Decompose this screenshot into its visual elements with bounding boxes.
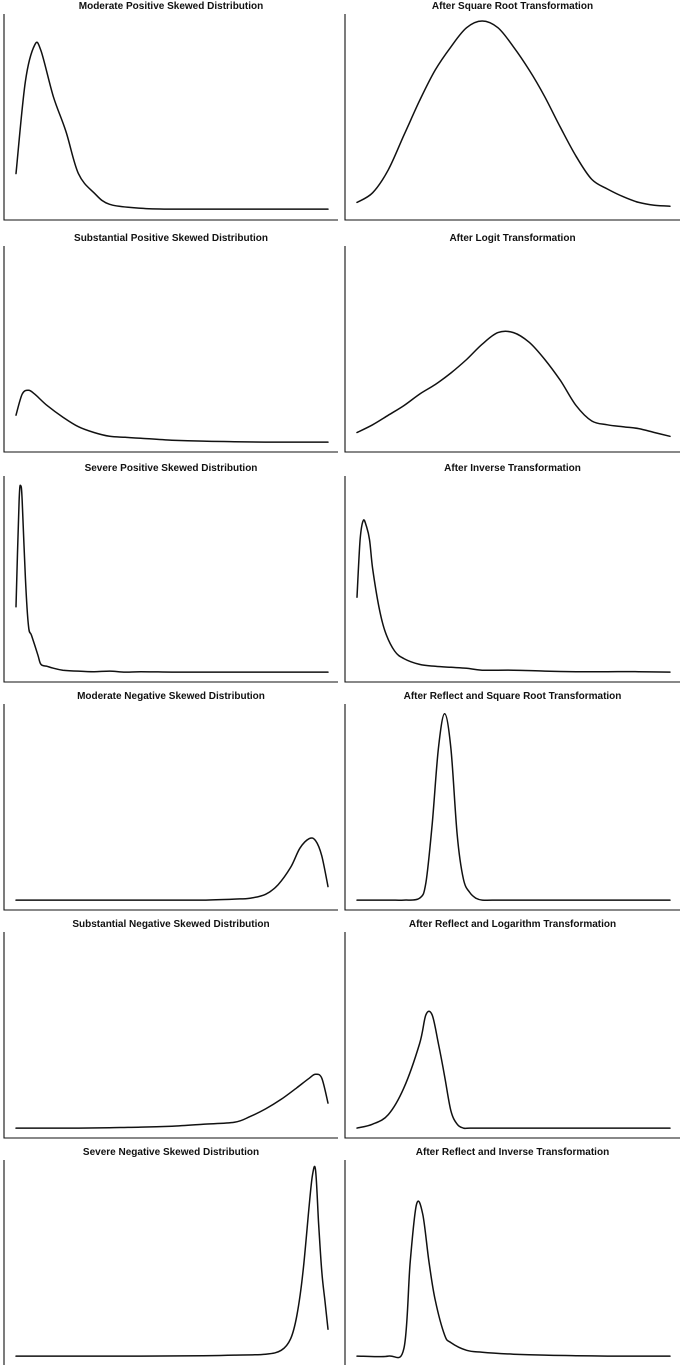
plot-axes	[3, 246, 338, 453]
plot-axes	[344, 704, 680, 911]
density-curve	[356, 330, 671, 438]
plot-axes	[344, 1160, 346, 1365]
density-curve	[356, 713, 671, 901]
chart-panel-6: After Inverse Transformation	[344, 463, 680, 683]
panel-title: Substantial Positive Skewed Distribution	[74, 233, 268, 244]
panel-title: After Square Root Transformation	[432, 1, 593, 12]
plot-axes	[3, 704, 338, 911]
panel-title: After Reflect and Inverse Transformation	[416, 1147, 609, 1158]
plot-axes	[344, 932, 680, 1139]
chart-panel-7: Moderate Negative Skewed Distribution	[3, 691, 338, 911]
density-curve	[15, 389, 329, 443]
density-curve	[356, 1200, 671, 1359]
plot-axes	[3, 476, 338, 683]
chart-panel-4: After Logit Transformation	[344, 233, 680, 453]
plot-axes	[3, 14, 338, 221]
plot-axes	[344, 246, 680, 453]
chart-panel-12: After Reflect and Inverse Transformation	[344, 1147, 671, 1365]
chart-panel-3: Substantial Positive Skewed Distribution	[3, 233, 338, 453]
density-curve	[15, 41, 329, 210]
panel-title: After Reflect and Square Root Transforma…	[404, 691, 622, 702]
chart-panel-11: Severe Negative Skewed Distribution	[3, 1147, 329, 1365]
density-curve	[356, 1010, 671, 1130]
panel-title: After Logit Transformation	[449, 233, 575, 244]
plot-axes	[344, 14, 680, 221]
chart-panel-8: After Reflect and Square Root Transforma…	[344, 691, 680, 911]
chart-panel-5: Severe Positive Skewed Distribution	[3, 463, 338, 683]
density-curve	[15, 1165, 329, 1357]
density-curve	[15, 1073, 329, 1129]
panel-title: Moderate Negative Skewed Distribution	[77, 691, 265, 702]
plot-axes	[344, 476, 680, 683]
density-curve	[356, 20, 671, 207]
plot-axes	[3, 932, 338, 1139]
panel-title: After Inverse Transformation	[444, 463, 581, 474]
panel-title: Severe Negative Skewed Distribution	[83, 1147, 259, 1158]
panel-title: Moderate Positive Skewed Distribution	[79, 1, 263, 12]
panel-title: After Reflect and Logarithm Transformati…	[409, 919, 616, 930]
chart-panel-9: Substantial Negative Skewed Distribution	[3, 919, 338, 1139]
chart-panel-2: After Square Root Transformation	[344, 1, 680, 221]
chart-panel-1: Moderate Positive Skewed Distribution	[3, 1, 338, 221]
density-curve	[15, 837, 329, 901]
density-curve	[356, 519, 671, 673]
panel-title: Substantial Negative Skewed Distribution	[72, 919, 269, 930]
density-curve	[15, 484, 329, 673]
chart-panel-10: After Reflect and Logarithm Transformati…	[344, 919, 680, 1139]
panel-title: Severe Positive Skewed Distribution	[85, 463, 258, 474]
plot-axes	[3, 1160, 5, 1365]
